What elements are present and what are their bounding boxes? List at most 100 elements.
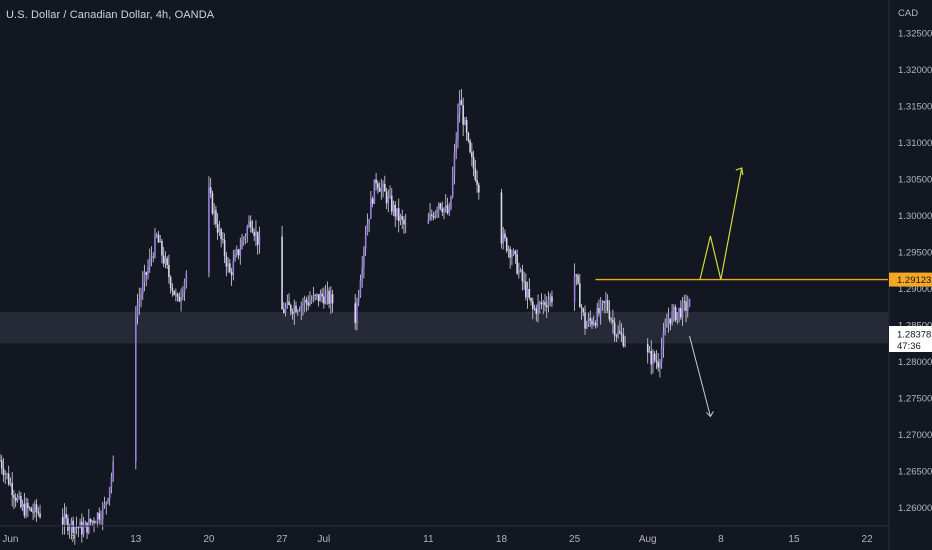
candle-body (387, 196, 390, 204)
candle-body (535, 308, 538, 314)
date-tick-label: Jul (317, 534, 330, 545)
candle-body (676, 312, 679, 321)
candle-body (2, 468, 5, 475)
candle-body (0, 460, 3, 469)
candle-body (107, 498, 109, 503)
candle-body (211, 193, 214, 214)
candle-body (25, 503, 27, 516)
candle-body (28, 507, 31, 509)
candle-body (674, 307, 677, 321)
candle-body (646, 343, 649, 353)
price-tick-label: 1.31500 (898, 101, 932, 112)
candle-body (451, 174, 454, 197)
candle-body (14, 498, 17, 501)
candle-body (27, 503, 29, 509)
candle-body (84, 522, 87, 528)
candle-body (331, 294, 334, 304)
candle-body (518, 270, 520, 274)
candle-body (584, 312, 586, 329)
candle-body (460, 100, 463, 106)
candle-body (450, 196, 452, 209)
candle-body (141, 281, 144, 294)
candle-body (100, 519, 102, 521)
candle-body (540, 302, 543, 305)
candle-body (185, 272, 188, 282)
candle-body (148, 257, 151, 267)
candle-body (390, 195, 393, 212)
candle-body (237, 249, 240, 256)
candle-body (312, 295, 315, 301)
candle-body (363, 248, 365, 268)
candle-body (314, 295, 316, 296)
price-tick-label: 1.29500 (898, 248, 932, 259)
current-price-tag (889, 326, 932, 353)
candle-body (514, 250, 517, 255)
candle-body (94, 522, 97, 524)
bearish-projection-path[interactable] (689, 335, 711, 417)
candle-body (169, 277, 172, 288)
candle-body (579, 283, 581, 308)
candle-body (547, 301, 550, 308)
candle-body (65, 514, 67, 519)
candle-body (21, 503, 24, 507)
candle-body (18, 495, 20, 498)
candle-body (283, 309, 285, 313)
candle-body (101, 505, 104, 520)
candle-body (296, 310, 299, 313)
candle-body (222, 239, 224, 240)
candle-body (511, 254, 513, 258)
candle-body (208, 187, 210, 273)
candle-body (683, 301, 686, 303)
candle-body (215, 210, 217, 224)
candle-body (657, 361, 659, 368)
candle-body (246, 227, 249, 236)
date-tick-label: 22 (862, 534, 874, 545)
candle-body (666, 324, 668, 328)
candle-body (457, 114, 459, 140)
candle-body (30, 507, 33, 512)
candle-body (218, 229, 221, 233)
candle-body (686, 306, 689, 311)
annotation-layer (595, 167, 888, 418)
candle-body (523, 281, 525, 282)
candle-body (229, 263, 231, 273)
candle-body (441, 208, 444, 213)
candle-body (507, 248, 510, 251)
candle-body (220, 229, 222, 240)
candle-body (136, 304, 139, 317)
candle-body (385, 191, 388, 204)
candle-body (389, 195, 391, 197)
candle-body (403, 219, 405, 225)
candle-body (476, 180, 478, 185)
candle-body (519, 269, 522, 271)
candle-body (13, 495, 15, 499)
candle-body (68, 528, 71, 531)
candle-body (688, 299, 691, 307)
candle-body (34, 504, 36, 513)
candle-body (75, 526, 78, 528)
candle-body (9, 483, 12, 485)
candle-body (173, 290, 175, 295)
bullish-projection-path[interactable] (699, 167, 743, 280)
candle-body (401, 216, 404, 220)
candle-body (157, 234, 160, 243)
bearish-arrow-head (706, 411, 714, 418)
candle-body (225, 256, 228, 267)
candle-body (239, 249, 242, 256)
candle-body (652, 353, 654, 365)
candle-body (319, 293, 322, 302)
candle-body (356, 301, 358, 324)
candle-body (93, 520, 95, 524)
candle-body (96, 513, 99, 523)
candle-body (110, 477, 113, 488)
candle-body (399, 216, 402, 221)
candle-body (605, 300, 607, 303)
candle-body (223, 239, 226, 257)
candle-body (236, 249, 238, 255)
candle-body (77, 527, 80, 529)
candle-body (619, 331, 621, 334)
candle-body (230, 272, 233, 276)
candle-body (359, 280, 362, 296)
candle-body (241, 240, 243, 250)
